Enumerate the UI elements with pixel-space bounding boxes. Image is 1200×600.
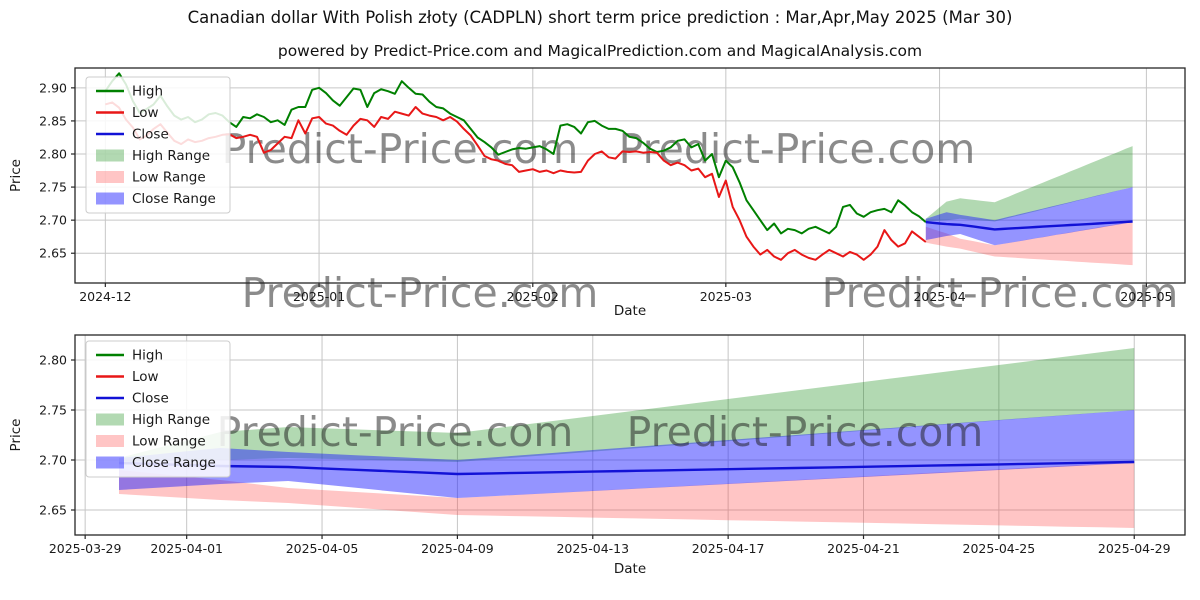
x-tick-label: 2025-02 [507,289,559,304]
legend-label: High [132,84,163,100]
watermark-text: Predict-Price.com [217,408,574,456]
gridlines [75,68,1185,283]
close-line [925,220,1133,231]
y-tick-label: 2.80 [39,353,67,368]
legend-label: Close [132,391,169,407]
x-tick-label: 2025-04-25 [963,541,1036,556]
x-axis-label: Date [614,303,646,319]
y-tick-label: 2.65 [39,246,67,261]
legend-label: Low Range [132,434,206,450]
legend-swatch-patch [96,192,124,205]
high-range-band [119,348,1135,462]
legend-label: Low [132,369,159,385]
watermark-text: Predict-Price.com [627,408,984,456]
tick-labels: 2025-03-29 2025-04-01 2025-04-05 2025-04-09… [39,353,1170,557]
legend: High Low Close High Range Low Range Close Ran… [85,340,231,478]
x-tick-label: 2024-12 [79,289,131,304]
x-tick-label: 2025-04-17 [692,541,765,556]
legend: High Low Close High Range Low Range Close Ran… [85,76,231,214]
y-axis-label: Price [8,419,24,452]
legend-swatch-patch [96,435,124,447]
high-line [104,72,927,235]
y-tick-label: 2.75 [39,180,67,195]
tick-marks [71,359,1135,539]
forecast-bands [925,146,1133,266]
plot-area [75,335,1185,535]
forecast-chart: Predict-Price.com Predict-Price.com 2025-0… [0,330,1200,600]
y-tick-label: 2.85 [39,113,67,128]
legend-label: Close Range [132,191,216,207]
low-line [105,101,927,261]
legend-label: Close [132,127,169,143]
x-tick-label: 2025-01 [293,289,345,304]
x-tick-label: 2025-04-01 [150,541,223,556]
plot-border [74,334,1186,536]
x-tick-label: 2025-05 [1120,289,1172,304]
legend-box [85,340,231,478]
watermark-text: Predict-Price.com [822,269,1179,317]
price-history-chart: Predict-Price.com Predict-Price.com Predic… [8,67,1186,319]
legend-label: Close Range [132,455,216,471]
x-tick-label: 2025-04-05 [286,541,359,556]
x-tick-label: 2025-04-09 [421,541,494,556]
watermark-text: Predict-Price.com [242,269,599,317]
y-tick-label: 2.75 [39,403,67,418]
x-tick-label: 2025-03-29 [49,541,122,556]
legend-label: High [132,348,163,364]
legend-label: Low Range [132,170,206,186]
close-range-band [925,187,1133,246]
x-tick-label: 2025-04-29 [1098,541,1171,556]
watermark-text: Predict-Price.com [619,125,976,173]
low-range-band [925,221,1133,266]
legend-label: High Range [132,148,210,164]
high-range-band [925,146,1133,222]
figure-title: Canadian dollar With Polish złoty (CADPL… [187,8,1013,27]
y-tick-label: 2.90 [39,80,67,95]
tick-marks [71,87,1147,287]
plot-area [75,68,1185,283]
y-axis-label: Price [8,159,24,192]
legend-label: High Range [132,412,210,428]
forecast-svg: Predict-Price.com Predict-Price.com2025-0… [8,334,1186,577]
figure-subtitle: powered by Predict-Price.com and Magical… [277,42,923,60]
legend-label: Low [132,105,159,121]
y-tick-label: 2.65 [39,503,67,518]
x-tick-label: 2025-03 [700,289,752,304]
x-axis-label: Date [614,561,646,577]
y-tick-label: 2.70 [39,213,67,228]
legend-swatch-patch [96,413,124,426]
x-tick-label: 2025-04 [913,289,965,304]
close-range-band [119,410,1135,498]
legend-swatch-patch [96,171,124,183]
x-tick-label: 2025-04-13 [556,541,629,556]
legend-swatch-patch [96,456,124,469]
legend-box [85,76,231,214]
price-history-svg: Predict-Price.com Predict-Price.com Predic… [8,67,1186,319]
low-range-band [119,462,1135,528]
y-tick-label: 2.70 [39,453,67,468]
tick-labels: 2024-12 2025-01 2025-02 2025-03 2025-04 2025-… [39,80,1172,304]
legend-swatch-patch [96,149,124,162]
x-tick-label: 2025-04-21 [827,541,900,556]
y-tick-label: 2.80 [39,147,67,162]
forecast-bands [119,348,1135,528]
close-line [118,460,1135,476]
plot-border [74,67,1186,284]
